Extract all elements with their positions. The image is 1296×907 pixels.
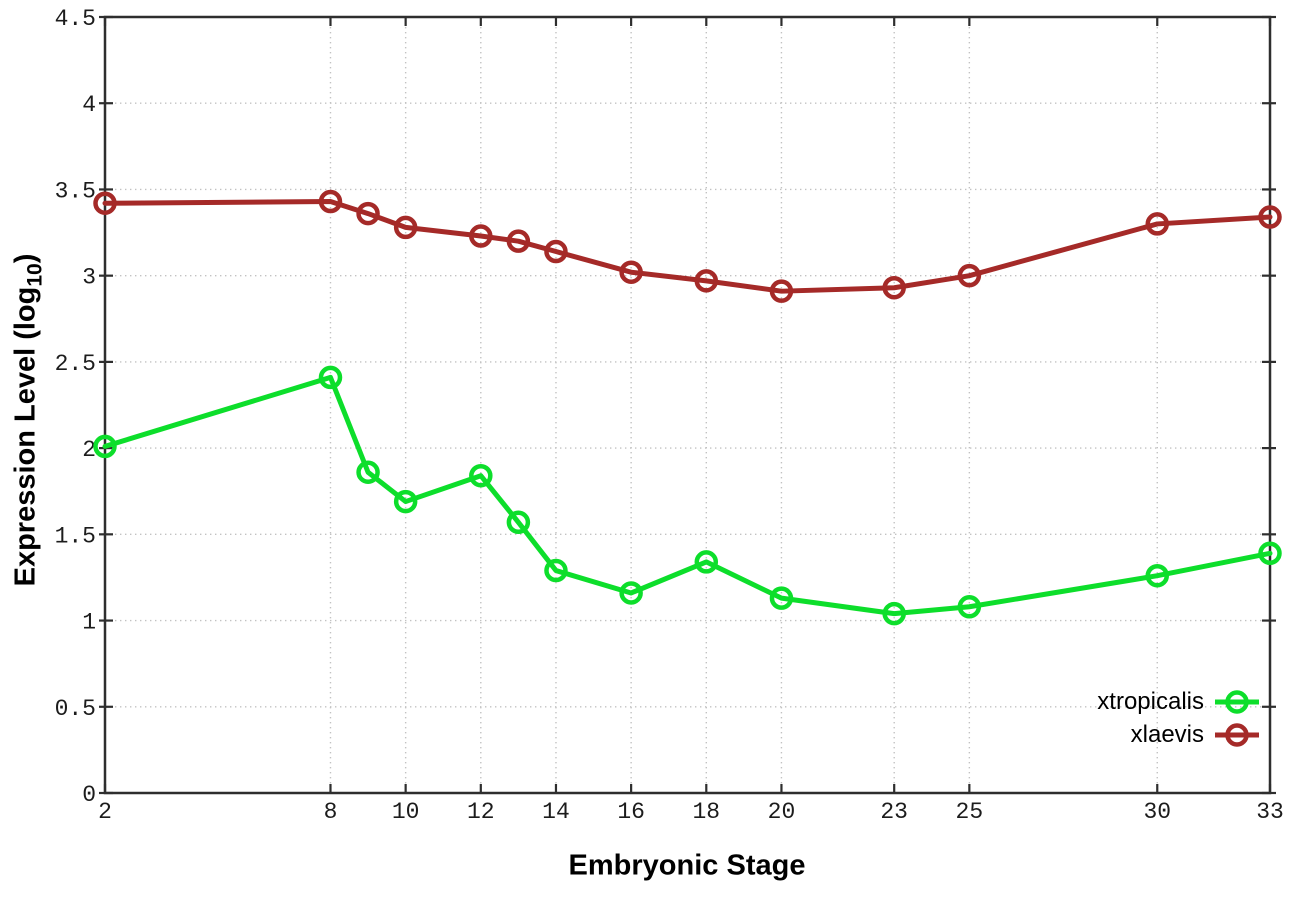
marker-xtropicalis-stage-14 (544, 558, 568, 583)
x-axis-title: Embryonic Stage (568, 849, 806, 882)
legend-marker-xlaevis (1215, 722, 1259, 747)
marker-xlaevis-stage-8 (318, 189, 343, 214)
x-tick-label-14: 14 (542, 799, 570, 825)
legend-label-xlaevis: xlaevis (1130, 720, 1204, 748)
marker-xlaevis-stage-12 (469, 224, 493, 248)
plot-border (103, 15, 1272, 795)
marker-xtropicalis-stage-2 (93, 434, 117, 459)
x-tick-label-30: 30 (1143, 799, 1171, 825)
marker-xtropicalis-stage-12 (469, 463, 493, 488)
marker-xlaevis-stage-16 (619, 260, 643, 284)
legend-sample-circle-xtropicalis (1225, 689, 1249, 714)
x-tick-label-18: 18 (692, 799, 720, 825)
legend-label-xtropicalis: xtropicalis (1097, 687, 1204, 715)
gridlines (105, 17, 1270, 793)
marker-xlaevis-stage-18 (694, 269, 719, 293)
x-tick-label-2: 2 (98, 799, 112, 825)
marker-xlaevis-stage-2 (93, 191, 117, 215)
legend-marker-xtropicalis (1215, 689, 1259, 714)
marker-xtropicalis-stage-30 (1145, 563, 1170, 588)
marker-xlaevis-stage-25 (957, 263, 982, 288)
legend-sample-circle-xlaevis (1225, 722, 1249, 747)
y-axis-title: Expression Level (log10) (9, 253, 47, 587)
marker-xtropicalis-stage-20 (769, 586, 794, 610)
y-tick-label-1.5: 1.5 (55, 523, 96, 549)
marker-xtropicalis-stage-25 (957, 595, 982, 619)
x-tick-label-16: 16 (617, 799, 645, 825)
y-tick-label-0.5: 0.5 (55, 696, 96, 722)
y-tick-label-3.5: 3.5 (55, 178, 96, 204)
marker-xlaevis-stage-9 (356, 201, 380, 226)
marker-xlaevis-stage-33 (1258, 205, 1282, 229)
marker-xlaevis-stage-30 (1145, 212, 1170, 236)
series-xtropicalis (93, 365, 1282, 626)
marker-xlaevis-stage-20 (769, 279, 794, 303)
marker-xlaevis-stage-14 (544, 239, 568, 264)
tick-labels: 0 0.5 1 1.5 2 2.5 3 3.5 4 4.5 2 8 10 12 14 16 18 20 23 25 30… (55, 6, 1284, 825)
x-tick-label-33: 33 (1256, 799, 1284, 825)
series-line-xtropicalis (102, 374, 1273, 617)
y-axis-title-suffix: ) (9, 253, 42, 264)
x-tick-label-25: 25 (956, 799, 984, 825)
series-line-xlaevis (102, 199, 1273, 294)
legend: xtropicalis xlaevis (1097, 685, 1260, 751)
marker-xlaevis-stage-13 (506, 229, 531, 253)
x-tick-label-20: 20 (768, 799, 796, 825)
marker-xlaevis-stage-23 (882, 275, 906, 300)
y-tick-label-3: 3 (82, 265, 96, 291)
marker-xtropicalis-stage-10 (393, 489, 418, 514)
series-xlaevis (93, 189, 1282, 303)
y-tick-label-2.5: 2.5 (55, 351, 96, 377)
tick-marks (99, 15, 1276, 795)
marker-xtropicalis-stage-13 (506, 510, 531, 535)
x-tick-label-8: 8 (324, 799, 338, 825)
y-tick-label-2: 2 (82, 437, 96, 463)
y-tick-label-1: 1 (82, 610, 96, 636)
legend-item-xlaevis: xlaevis (1131, 718, 1260, 751)
x-tick-label-10: 10 (392, 799, 420, 825)
y-axis-title-text: Expression Level (log (9, 286, 42, 587)
y-tick-label-4.5: 4.5 (55, 6, 96, 32)
y-tick-label-4: 4 (82, 92, 96, 118)
y-axis-title-subscript: 10 (23, 263, 47, 287)
x-tick-label-23: 23 (880, 799, 908, 825)
y-tick-label-0: 0 (82, 782, 96, 808)
marker-xtropicalis-stage-9 (356, 460, 380, 485)
legend-item-xtropicalis: xtropicalis (1097, 685, 1260, 718)
marker-xtropicalis-stage-8 (318, 365, 343, 390)
x-tick-label-12: 12 (467, 799, 495, 825)
marker-xtropicalis-stage-23 (882, 601, 906, 626)
marker-xlaevis-stage-10 (393, 215, 418, 240)
marker-xtropicalis-stage-18 (694, 550, 719, 574)
marker-xtropicalis-stage-33 (1258, 541, 1282, 566)
marker-xtropicalis-stage-16 (619, 581, 643, 605)
